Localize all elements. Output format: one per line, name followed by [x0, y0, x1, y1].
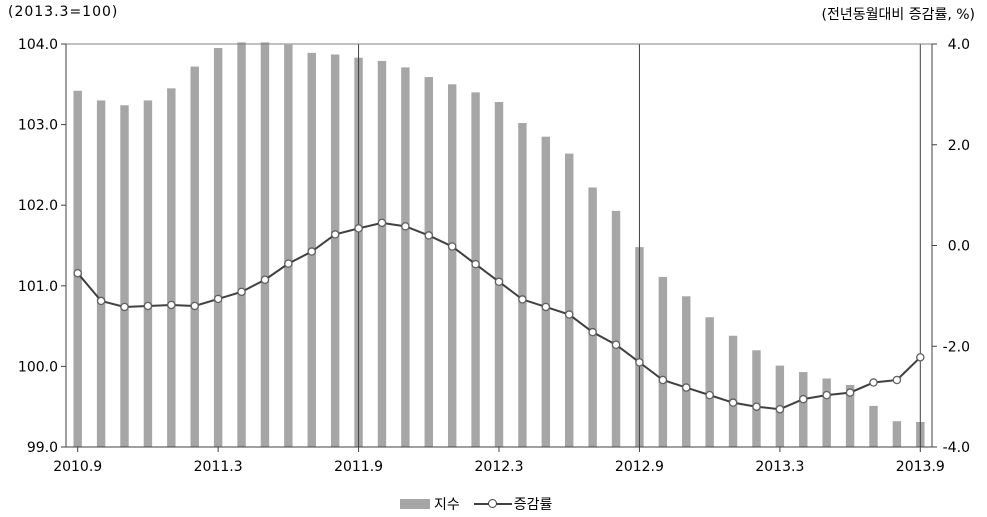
bar: [260, 42, 270, 447]
x-tick-label: 2013.3: [755, 459, 804, 475]
bar: [447, 84, 457, 448]
line-point: [611, 340, 621, 349]
bar: [167, 88, 176, 447]
left-tick-label: 102.0: [18, 198, 58, 214]
line-point: [869, 378, 878, 387]
legend-line-swatch: [473, 498, 512, 510]
reference-lines: [358, 44, 921, 447]
line-point: [260, 275, 270, 285]
line-point: [143, 301, 153, 311]
line-point: [307, 247, 317, 256]
line-point: [167, 300, 176, 310]
bar: [799, 372, 808, 447]
bar: [73, 90, 82, 448]
x-tick-label: 2010.9: [53, 459, 102, 475]
line-point: [213, 294, 223, 304]
line-point: [354, 224, 363, 233]
line-point: [564, 310, 574, 319]
bar: [611, 210, 621, 447]
line-point: [471, 259, 480, 269]
line-point: [775, 404, 785, 414]
bar: [96, 100, 106, 448]
right-tick-label: 4.0: [948, 37, 970, 53]
legend: 지수 증감률: [400, 494, 552, 514]
bar: [237, 42, 246, 447]
left-tick-label: 101.0: [18, 279, 58, 295]
bar: [728, 335, 738, 447]
x-tick-label: 2011.9: [334, 459, 383, 475]
right-axis-unit: (전년동월대비 증감률, %): [821, 7, 976, 23]
line-point: [96, 296, 106, 306]
x-tick-label: 2011.3: [194, 459, 243, 475]
bar: [682, 296, 691, 447]
bar: [822, 378, 831, 447]
legend-line-label: 증감률: [513, 497, 553, 513]
bar: [658, 276, 668, 447]
line-point: [401, 222, 410, 231]
line-point: [916, 353, 925, 362]
line-point: [330, 230, 340, 239]
line-point: [728, 398, 738, 407]
bar: [143, 100, 153, 448]
legend-bar-swatch: [400, 499, 430, 509]
line-point: [190, 301, 199, 311]
left-tick-label: 103.0: [18, 118, 58, 134]
right-tick-label: 2.0: [948, 138, 970, 154]
line-point: [635, 358, 644, 367]
left-tick-label: 104.0: [18, 37, 58, 53]
right-tick-label: -4.0: [943, 440, 970, 456]
line-point: [73, 268, 82, 278]
axes: 99.0 100.0 101.0 102.0 103.0 104.0 -4.0 -2.0 0.0…: [18, 37, 970, 475]
line-point: [705, 390, 714, 400]
bar: [752, 350, 761, 447]
bar: [494, 102, 504, 448]
line-point: [424, 231, 434, 240]
right-tick-label: -2.0: [943, 339, 970, 355]
right-tick-label: 0.0: [948, 239, 970, 255]
bar: [330, 54, 340, 448]
left-axis-unit: (2013.3=100): [8, 4, 119, 20]
line-point: [588, 327, 597, 337]
x-tick-label: 2012.9: [615, 459, 664, 475]
line-point: [845, 388, 855, 397]
line-point: [799, 394, 808, 404]
line-point: [447, 242, 457, 251]
x-tick-label: 2013.9: [896, 459, 945, 475]
bar: [190, 66, 199, 448]
line-point: [518, 295, 527, 304]
line-point: [822, 390, 831, 400]
line-point: [541, 302, 551, 312]
bar: [377, 60, 387, 448]
bar: [845, 384, 855, 447]
bar: [541, 136, 551, 447]
bar: [565, 153, 574, 447]
bar: [705, 317, 714, 447]
bar: [424, 77, 433, 448]
bar: [213, 48, 223, 447]
legend-bar-label: 지수: [434, 497, 460, 513]
bar: [892, 421, 902, 447]
line-point: [284, 259, 293, 268]
left-tick-label: 99.0: [27, 440, 58, 456]
bar: [284, 44, 293, 447]
line-point: [752, 402, 761, 411]
line-point: [494, 277, 504, 287]
bar: [869, 405, 878, 447]
line-point: [681, 383, 691, 392]
line-point: [658, 375, 668, 385]
bar: [401, 67, 410, 448]
bar: [588, 187, 597, 447]
line-point: [377, 218, 387, 228]
line-point: [120, 302, 129, 312]
bar: [120, 105, 129, 448]
left-tick-label: 100.0: [18, 359, 58, 375]
bar-series: [73, 42, 925, 448]
line-series: [73, 218, 925, 414]
line-point: [892, 375, 902, 385]
bar: [471, 92, 480, 448]
x-tick-label: 2012.3: [475, 459, 524, 475]
bar: [518, 122, 527, 447]
line-point: [237, 287, 246, 297]
